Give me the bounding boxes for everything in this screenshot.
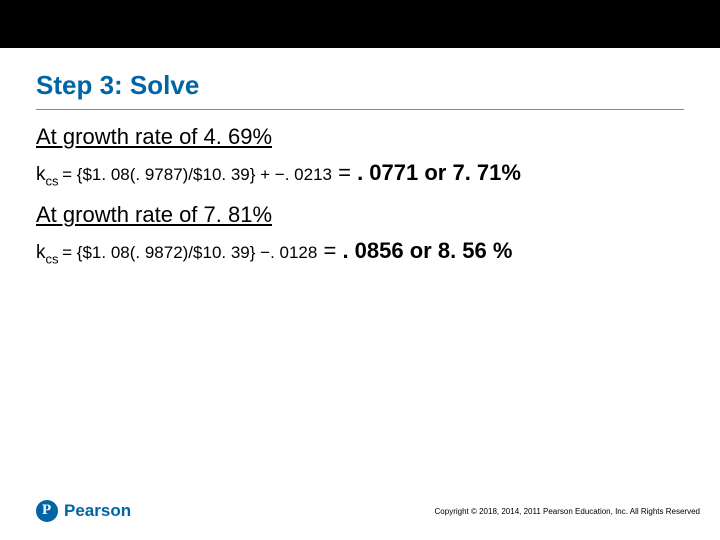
pearson-wordmark: Pearson [64,501,131,521]
equals-1: = [332,160,357,185]
eq-prefix: = [62,165,77,184]
equals-2: = [317,238,342,263]
variable-k: k [36,164,46,185]
equation-2: kcs = {$1. 08(. 9872)/$10. 39} −. 0128 =… [36,238,684,266]
subscript-cs: cs [46,173,63,188]
top-bar [0,0,720,48]
pearson-logo: P Pearson [36,500,131,522]
copyright-text: Copyright © 2018, 2014, 2011 Pearson Edu… [435,507,700,516]
result-2: . 0856 or 8. 56 % [342,238,512,263]
equation-1: kcs = {$1. 08(. 9787)/$10. 39} + −. 0213… [36,160,684,188]
formula-2: {$1. 08(. 9872)/$10. 39} −. 0128 [77,243,318,262]
result-1: . 0771 or 7. 71% [357,160,521,185]
growth-rate-heading-2: At growth rate of 7. 81% [36,202,684,228]
title-divider [36,109,684,110]
pearson-p-icon: P [42,502,51,519]
step-title: Step 3: Solve [36,70,684,101]
slide-content: Step 3: Solve At growth rate of 4. 69% k… [0,48,720,267]
pearson-logo-mark: P [36,500,58,522]
eq-prefix-2: = [62,243,77,262]
variable-k-2: k [36,242,46,263]
growth-rate-heading-1: At growth rate of 4. 69% [36,124,684,150]
footer: P Pearson Copyright © 2018, 2014, 2011 P… [36,500,700,522]
subscript-cs-2: cs [46,252,63,267]
formula-1: {$1. 08(. 9787)/$10. 39} + −. 0213 [77,165,332,184]
